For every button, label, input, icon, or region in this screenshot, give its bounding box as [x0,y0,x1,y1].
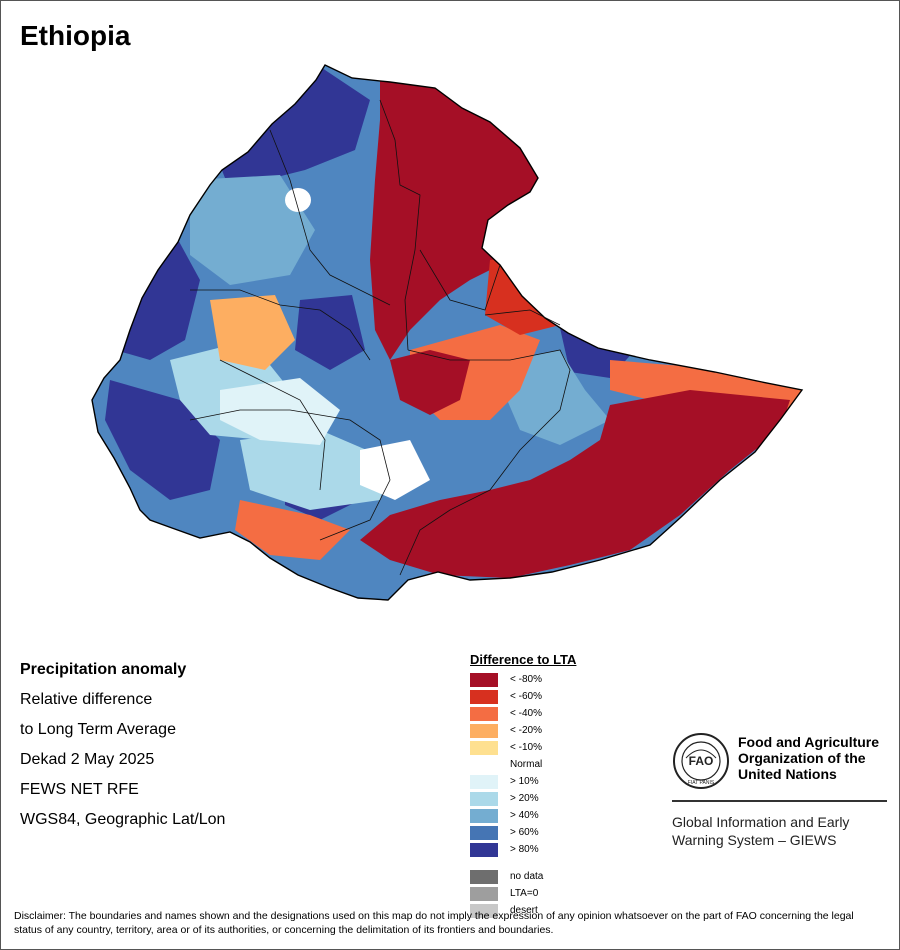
legend-special-label: LTA=0 [510,888,539,899]
anomaly-zone-c-normal [220,378,340,445]
legend-class-row: < -40% [470,705,576,722]
legend-class-label: > 80% [510,844,539,855]
org-name-line-2: Organization of the [738,750,866,766]
boundary-harari [484,309,561,326]
anomaly-cells [100,68,802,578]
anomaly-zone-sc-normal [360,440,430,500]
legend-class-row: < -20% [470,722,576,739]
legend-class-label: < -40% [510,708,542,719]
legend-class-swatch [470,672,498,687]
anomaly-zone-sw-dry [235,500,350,560]
anomaly-zone-ne-very-dry [370,80,538,360]
info-line-2: to Long Term Average [20,721,176,738]
legend-class-label: Normal [510,759,543,770]
anomaly-zone-w-moderate [190,175,315,285]
anomaly-zone-sw-wet [105,380,220,500]
legend-class-row: > 10% [470,773,576,790]
legend-special-swatch [470,903,498,918]
legend-class-row: > 80% [470,841,576,858]
fao-logo-icon: FAO FIAT PANIS [673,733,729,789]
org-divider [672,800,887,802]
legend-class-swatch [470,774,498,789]
legend-class-label: > 60% [510,827,539,838]
org-name-line-1: Food and Agriculture [738,734,880,750]
boundary-central [190,289,371,361]
legend-class-row: > 60% [470,824,576,841]
legend-special-swatch [470,886,498,901]
legend-class-label: < -10% [510,742,542,753]
legend-class-row: < -80% [470,671,576,688]
legend-class-label: > 40% [510,810,539,821]
boundary-snnp [219,359,326,491]
anomaly-zone-east-moderate [505,350,610,445]
org-name: Food and Agriculture Organization of the… [738,734,888,782]
legend-class-swatch [470,689,498,704]
legend-special-label: no data [510,871,544,882]
org-system-line-2: Warning System – GIEWS [672,832,837,848]
legend-class-swatch [470,706,498,721]
org-system-line-1: Global Information and Early [672,814,850,830]
fao-logo-motto: FIAT PANIS [688,780,715,786]
legend-title: Difference to LTA [470,652,577,667]
legend-class-swatch [470,842,498,857]
anomaly-map [91,64,803,601]
disclaimer: Disclaimer: The boundaries and names sho… [14,910,854,936]
anomaly-zone-south-light [240,430,390,510]
legend-class-swatch [470,757,498,772]
map-info: Precipitation anomaly Relative differenc… [20,655,225,835]
anomaly-zone-c-dry [210,295,295,370]
anomaly-zone-central-wet [295,295,365,370]
info-line-1: Relative difference [20,691,153,708]
legend-class-label: < -60% [510,691,542,702]
boundary-tigray-afar [379,99,421,351]
boundary-amhara-west [269,129,391,306]
org-name-line-3: United Nations [738,766,837,782]
info-line-5: WGS84, Geographic Lat/Lon [20,811,226,828]
anomaly-zone-c-very-dry [390,350,470,415]
legend-special-row: LTA=0 [470,885,576,902]
info-heading: Precipitation anomaly [20,661,187,678]
legend-class-swatch [470,808,498,823]
legend-class-swatch [470,791,498,806]
legend-class-swatch [470,723,498,738]
info-line-3: Dekad 2 May 2025 [20,751,155,768]
boundary-oromia-somali [399,349,571,576]
org-system: Global Information and Early Warning Sys… [672,813,887,849]
legend-special: no data LTA=0 desert [470,868,576,919]
boundary-afar-somali [419,249,501,311]
map-title: Ethiopia [20,20,131,51]
legend-class-label: < -80% [510,674,542,685]
legend-class-row: > 20% [470,790,576,807]
info-line-4: FEWS NET RFE [20,781,139,798]
legend-class-row: < -10% [470,739,576,756]
legend-class-row: Normal [470,756,576,773]
legend-class-row: < -60% [470,688,576,705]
legend-class-label: > 20% [510,793,539,804]
legend-class-row: > 40% [470,807,576,824]
legend-special-label: desert [510,905,538,916]
legend: Difference to LTA < -80% < -60% < -40% < -2… [470,652,576,919]
legend-class-label: > 10% [510,776,539,787]
legend-class-label: < -20% [510,725,542,736]
legend-class-swatch [470,825,498,840]
legend-special-row: desert [470,902,576,919]
legend-class-swatch [470,740,498,755]
anomaly-zone-se-very-dry [360,390,790,578]
legend-classes: < -80% < -60% < -40% < -20% < -10% Normal > 10… [470,671,576,858]
region-boundaries [189,99,571,576]
legend-special-row: no data [470,868,576,885]
fao-logo-text: FAO [689,754,714,768]
boundary-southwest [189,409,391,541]
lake-tana [285,188,311,212]
legend-special-swatch [470,869,498,884]
